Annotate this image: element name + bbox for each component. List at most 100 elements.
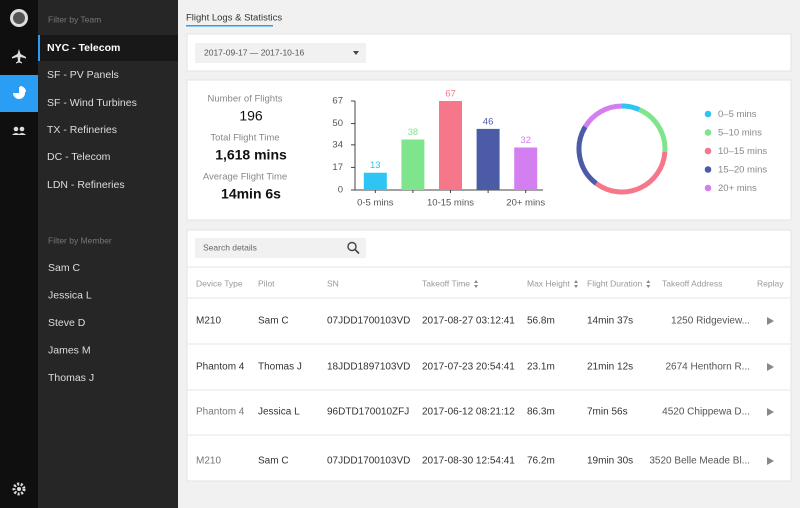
table-cell: Phantom 4 <box>196 407 245 418</box>
flights-icon[interactable] <box>12 49 26 64</box>
table-cell: 2017-06-12 08:21:12 <box>422 407 515 418</box>
people-icon[interactable] <box>12 126 26 135</box>
y-tick-label: 50 <box>332 118 343 129</box>
table-cell: 19min 30s <box>587 456 633 467</box>
column-header: Device Type <box>196 278 243 288</box>
selected-indicator <box>38 35 40 61</box>
search-placeholder: Search details <box>203 242 257 252</box>
bar-value-label: 38 <box>408 127 419 138</box>
search-icon[interactable] <box>347 241 357 252</box>
y-tick-label: 34 <box>332 139 343 150</box>
legend-swatch <box>704 110 712 118</box>
bar <box>514 147 538 190</box>
sort-icon[interactable] <box>574 280 578 288</box>
stat-label: Average Flight Time <box>203 172 287 183</box>
table-cell: 2674 Henthorn R... <box>666 362 751 373</box>
team-item[interactable]: NYC - Telecom <box>47 42 120 54</box>
bar <box>439 101 462 190</box>
stats-icon-slice <box>20 86 26 92</box>
bar-value-label: 46 <box>483 116 494 127</box>
bar-value-label: 67 <box>445 89 456 100</box>
search-box[interactable] <box>195 238 366 258</box>
donut-segment <box>621 103 641 113</box>
sort-icon[interactable] <box>474 280 479 288</box>
table-cell: 1250 Ridgeview... <box>671 316 750 327</box>
team-item[interactable]: SF - Wind Turbines <box>47 97 137 109</box>
legend-label: 20+ mins <box>718 183 757 194</box>
x-tick-label: 0-5 mins <box>357 198 394 209</box>
table-cell: 07JDD1700103VD <box>327 316 410 327</box>
table-cell: Phantom 4 <box>196 362 245 373</box>
y-tick-label: 0 <box>338 185 343 196</box>
replay-button[interactable] <box>767 363 774 371</box>
search-icon-handle <box>354 248 360 255</box>
team-item[interactable]: DC - Telecom <box>47 151 111 163</box>
table-cell: 07JDD1700103VD <box>327 456 410 467</box>
member-item[interactable]: Steve D <box>48 317 86 329</box>
replay-button[interactable] <box>767 457 774 465</box>
column-header[interactable]: Flight Duration <box>587 278 643 288</box>
replay-button[interactable] <box>767 317 774 325</box>
donut-segment <box>594 151 668 195</box>
table-cell: 2017-07-23 20:54:41 <box>422 362 515 373</box>
bar <box>476 128 500 190</box>
stat-value: 196 <box>239 108 263 124</box>
replay-button[interactable] <box>767 408 774 416</box>
tab-underline <box>186 25 273 27</box>
logo-inner <box>13 12 25 24</box>
member-item[interactable]: James M <box>48 344 91 356</box>
table-cell: M210 <box>196 456 221 467</box>
legend-label: 5–10 mins <box>718 128 762 139</box>
table-cell: 76.2m <box>527 456 555 467</box>
table-cell: Jessica L <box>258 407 300 418</box>
table-cell: 18JDD1897103VD <box>327 362 410 373</box>
table-cell: 56.8m <box>527 316 555 327</box>
date-range: 2017-09-17 — 2017-10-16 <box>204 47 304 57</box>
legend-swatch <box>704 166 712 173</box>
table-card <box>186 229 792 482</box>
selected-team-bg <box>38 35 178 61</box>
legend-swatch <box>704 184 712 192</box>
table-cell: 21min 12s <box>587 362 633 373</box>
table-cell: M210 <box>196 316 221 327</box>
team-item[interactable]: LDN - Refineries <box>47 179 125 191</box>
sidebar <box>38 0 178 508</box>
member-item[interactable]: Sam C <box>48 262 81 274</box>
settings-icon[interactable] <box>12 482 26 496</box>
legend-label: 15–20 mins <box>718 165 767 176</box>
column-header[interactable]: Max Height <box>527 278 571 288</box>
table-cell: Sam C <box>258 456 289 467</box>
table-cell: Thomas J <box>258 362 302 373</box>
bar-value-label: 32 <box>520 135 531 146</box>
settings-icon-center <box>17 487 21 491</box>
member-item[interactable]: Jessica L <box>48 289 92 301</box>
column-header: Replay <box>757 278 784 288</box>
member-item[interactable]: Thomas J <box>48 372 94 384</box>
tab-title[interactable]: Flight Logs & Statistics <box>186 13 282 24</box>
table-cell: 3520 Belle Meade Bl... <box>649 456 750 467</box>
legend-swatch <box>704 147 712 155</box>
column-header: Takeoff Address <box>662 278 722 288</box>
table-cell: 96DTD170010ZFJ <box>327 407 409 418</box>
stat-value: 1,618 mins <box>215 147 287 163</box>
column-header[interactable]: Takeoff Time <box>422 278 470 288</box>
stat-value: 14min 6s <box>221 186 281 202</box>
bar-value-label: 13 <box>370 160 381 171</box>
table-cell: 2017-08-27 03:12:41 <box>422 316 515 327</box>
bar <box>401 139 425 190</box>
date-picker[interactable] <box>195 43 366 63</box>
table-cell: 14min 37s <box>587 316 633 327</box>
legend-label: 0–5 mins <box>718 109 757 120</box>
team-item[interactable]: TX - Refineries <box>47 124 117 136</box>
table-cell: Sam C <box>258 316 289 327</box>
donut-segment <box>638 107 668 152</box>
donut-segment <box>576 125 598 186</box>
team-item[interactable]: SF - PV Panels <box>47 69 119 81</box>
legend-swatch <box>704 129 712 136</box>
bar <box>363 172 387 190</box>
stat-label: Number of Flights <box>208 94 283 105</box>
table-cell: 7min 56s <box>587 407 628 418</box>
sort-icon[interactable] <box>646 280 651 288</box>
member-filter-label: Filter by Member <box>48 235 112 245</box>
